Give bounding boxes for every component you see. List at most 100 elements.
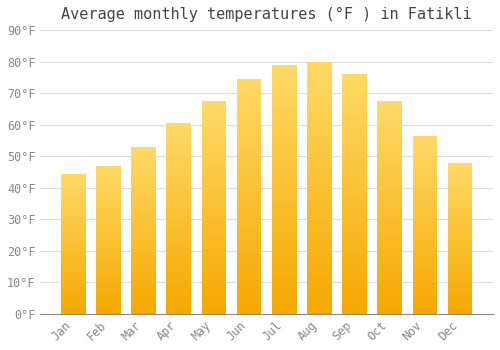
Bar bbox=[412, 239, 438, 241]
Bar bbox=[272, 90, 296, 92]
Bar bbox=[378, 250, 402, 252]
Bar bbox=[237, 293, 262, 295]
Bar bbox=[237, 152, 262, 154]
Bar bbox=[272, 160, 296, 162]
Bar bbox=[342, 141, 367, 144]
Bar bbox=[378, 188, 402, 190]
Bar bbox=[307, 77, 332, 79]
Bar bbox=[61, 200, 86, 202]
Bar bbox=[237, 312, 262, 314]
Bar bbox=[131, 242, 156, 244]
Bar bbox=[378, 110, 402, 112]
Bar bbox=[378, 167, 402, 169]
Bar bbox=[131, 165, 156, 167]
Bar bbox=[412, 280, 438, 282]
Bar bbox=[96, 274, 120, 275]
Bar bbox=[61, 275, 86, 276]
Bar bbox=[307, 112, 332, 114]
Bar bbox=[202, 205, 226, 208]
Bar bbox=[237, 199, 262, 201]
Bar bbox=[448, 184, 472, 185]
Bar bbox=[342, 79, 367, 82]
Bar bbox=[448, 209, 472, 211]
Bar bbox=[378, 288, 402, 290]
Bar bbox=[412, 191, 438, 193]
Bar bbox=[61, 256, 86, 258]
Bar bbox=[412, 169, 438, 172]
Bar bbox=[412, 198, 438, 200]
Bar bbox=[96, 229, 120, 231]
Bar bbox=[272, 134, 296, 137]
Bar bbox=[272, 267, 296, 269]
Bar bbox=[342, 115, 367, 117]
Bar bbox=[307, 246, 332, 248]
Bar bbox=[342, 312, 367, 314]
Bar bbox=[272, 77, 296, 80]
Bar bbox=[96, 281, 120, 283]
Bar bbox=[131, 168, 156, 170]
Bar bbox=[342, 273, 367, 275]
Bar bbox=[202, 301, 226, 303]
Bar bbox=[378, 190, 402, 192]
Bar bbox=[61, 255, 86, 256]
Bar bbox=[448, 297, 472, 299]
Bar bbox=[448, 259, 472, 261]
Bar bbox=[131, 274, 156, 275]
Bar bbox=[61, 227, 86, 228]
Bar bbox=[272, 194, 296, 197]
Bar bbox=[342, 77, 367, 79]
Bar bbox=[272, 120, 296, 122]
Bar bbox=[448, 252, 472, 253]
Bar bbox=[342, 213, 367, 216]
Bar bbox=[166, 284, 191, 285]
Bar bbox=[166, 207, 191, 209]
Bar bbox=[307, 296, 332, 299]
Bar bbox=[61, 232, 86, 234]
Bar bbox=[448, 211, 472, 212]
Bar bbox=[131, 178, 156, 180]
Bar bbox=[131, 287, 156, 289]
Bar bbox=[131, 167, 156, 168]
Bar bbox=[412, 180, 438, 182]
Bar bbox=[378, 231, 402, 233]
Bar bbox=[272, 306, 296, 309]
Bar bbox=[237, 107, 262, 110]
Bar bbox=[448, 268, 472, 270]
Bar bbox=[378, 148, 402, 150]
Bar bbox=[412, 289, 438, 291]
Bar bbox=[166, 272, 191, 274]
Bar bbox=[202, 135, 226, 137]
Bar bbox=[412, 291, 438, 293]
Bar bbox=[307, 158, 332, 160]
Bar bbox=[307, 200, 332, 203]
Bar bbox=[237, 218, 262, 220]
Bar bbox=[96, 284, 120, 286]
Bar bbox=[448, 273, 472, 274]
Bar bbox=[166, 253, 191, 255]
Bar bbox=[342, 300, 367, 302]
Bar bbox=[307, 291, 332, 294]
Bar bbox=[96, 277, 120, 278]
Bar bbox=[61, 276, 86, 278]
Bar bbox=[378, 267, 402, 269]
Bar bbox=[272, 309, 296, 312]
Bar bbox=[131, 220, 156, 222]
Bar bbox=[202, 280, 226, 282]
Bar bbox=[412, 226, 438, 228]
Bar bbox=[448, 182, 472, 184]
Bar bbox=[378, 195, 402, 197]
Bar bbox=[342, 108, 367, 110]
Bar bbox=[166, 262, 191, 264]
Bar bbox=[202, 233, 226, 235]
Bar bbox=[448, 179, 472, 181]
Bar bbox=[448, 291, 472, 293]
Bar bbox=[412, 243, 438, 244]
Bar bbox=[202, 105, 226, 107]
Bar bbox=[166, 150, 191, 152]
Bar bbox=[166, 211, 191, 213]
Bar bbox=[131, 217, 156, 219]
Bar bbox=[202, 159, 226, 161]
Bar bbox=[61, 273, 86, 275]
Bar bbox=[342, 223, 367, 225]
Bar bbox=[131, 269, 156, 271]
